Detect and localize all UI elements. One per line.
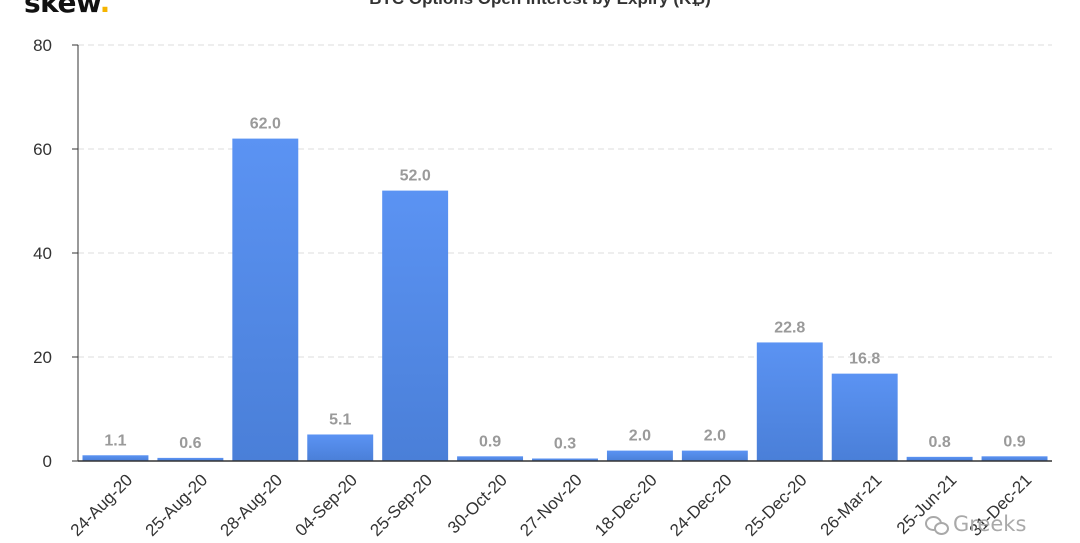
data-label: 0.3: [554, 436, 576, 453]
bar: [532, 458, 598, 461]
y-axis: 0 20 40 60 80: [33, 36, 79, 471]
data-label: 22.8: [774, 319, 805, 336]
x-tick-label: 24-Dec-20: [666, 470, 736, 540]
data-label: 2.0: [704, 428, 726, 445]
watermark: Greeks: [925, 512, 1026, 536]
bar: [82, 455, 149, 461]
bar: [981, 456, 1048, 461]
x-tick-label: 26-Mar-21: [817, 470, 886, 539]
chat-bubble-icon: [925, 515, 949, 535]
x-tick-label: 30-Oct-20: [444, 470, 511, 537]
data-label: 1.1: [104, 432, 126, 449]
y-tick-label: 60: [33, 140, 52, 159]
data-label: 0.9: [479, 433, 501, 450]
bar: [681, 450, 748, 461]
x-tick-label: 25-Sep-20: [366, 470, 436, 540]
bar: [457, 456, 524, 461]
chart-title: BTC Options Open Interest by Expiry (K₿): [0, 0, 1080, 9]
bar: [906, 456, 973, 461]
data-label: 5.1: [329, 411, 351, 428]
data-label: 2.0: [629, 428, 651, 445]
bar: [606, 450, 673, 461]
y-tick-label: 0: [43, 452, 52, 471]
bar: [382, 190, 449, 461]
bar: [756, 342, 823, 461]
data-label: 0.9: [1003, 433, 1025, 450]
bars: [82, 138, 1048, 461]
x-tick-label: 25-Dec-20: [741, 470, 811, 540]
grid-lines: [78, 44, 1052, 358]
x-tick-label: 25-Aug-20: [142, 470, 212, 540]
y-tick-label: 40: [33, 244, 52, 263]
bar: [831, 373, 898, 461]
logo-dot: .: [99, 0, 111, 19]
x-tick-label: 27-Nov-20: [516, 470, 586, 540]
data-labels: 1.1 0.6 62.0 5.1 52.0 0.9 0.3 2.0 2.0 22.8 16.8 0.8…: [104, 116, 1025, 453]
bar: [307, 434, 374, 461]
y-tick-label: 20: [33, 348, 52, 367]
x-tick-label: 04-Sep-20: [291, 470, 361, 540]
data-label: 52.0: [400, 168, 431, 185]
x-tick-label: 24-Aug-20: [67, 470, 137, 540]
data-label: 0.6: [179, 435, 201, 452]
x-tick-label: 18-Dec-20: [591, 470, 661, 540]
data-label: 62.0: [250, 116, 281, 133]
x-axis: 24-Aug-20 25-Aug-20 28-Aug-20 04-Sep-20 25-S…: [67, 460, 1052, 540]
logo-text: skew: [24, 0, 100, 19]
watermark-text: Greeks: [953, 512, 1027, 536]
bar: [157, 457, 224, 461]
x-tick-label: 28-Aug-20: [217, 470, 287, 540]
data-label: 16.8: [849, 351, 880, 368]
y-tick-label: 80: [33, 36, 52, 55]
data-label: 0.8: [928, 434, 950, 451]
skew-logo: skew.: [24, 0, 110, 19]
bar: [232, 138, 299, 461]
